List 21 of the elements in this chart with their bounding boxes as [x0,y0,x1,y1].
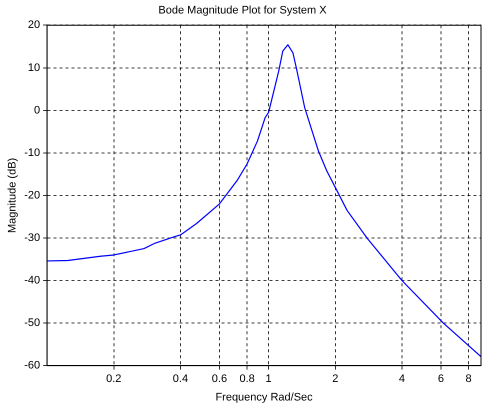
y-tick-label: -40 [24,274,40,287]
x-tick-label: 0.6 [212,373,228,386]
x-tick-label: 1 [266,373,272,386]
y-tick-label: -10 [24,146,40,159]
y-tick-label: 20 [28,19,40,32]
x-axis-title: Frequency Rad/Sec [215,391,314,404]
x-tick-label: 8 [466,373,472,386]
y-tick-label: -20 [24,189,40,202]
y-tick-label: 0 [34,104,40,116]
y-tick-label: 10 [28,62,40,74]
x-tick-label: 0.8 [239,373,255,386]
x-tick-label: 0.4 [172,373,188,386]
x-tick-label: 6 [438,373,444,386]
x-tick-label: 2 [332,373,338,386]
x-tick-label: 4 [398,373,405,386]
y-tick-label: -30 [24,232,40,244]
y-tick-label: -50 [24,317,40,330]
y-axis-title: Magnitude (dB) [6,158,19,234]
chart-title: Bode Magnitude Plot for System X [158,4,328,17]
x-tick-label: 0.2 [106,373,122,386]
y-tick-label: -60 [24,360,40,372]
